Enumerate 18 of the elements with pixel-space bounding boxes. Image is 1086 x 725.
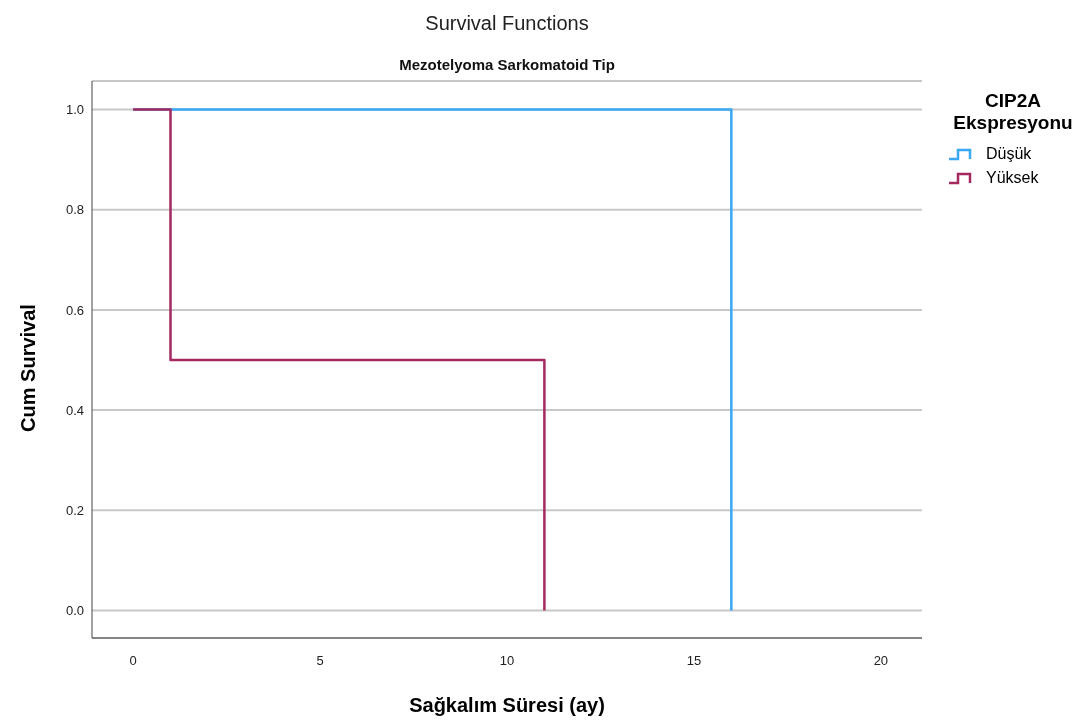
chart-title: Survival Functions: [424, 12, 590, 35]
chart-subtitle: Mezotelyoma Sarkomatoid Tip: [398, 56, 616, 73]
y-tick-label: 0.6: [65, 302, 84, 318]
legend-label: Yüksek: [986, 169, 1039, 187]
x-tick-label: 0: [129, 653, 137, 669]
y-tick-label: 0.2: [65, 502, 84, 518]
y-tick-label: 0.4: [65, 402, 84, 418]
y-tick-label: 0.0: [65, 603, 84, 619]
y-tick-label: 0.8: [65, 202, 84, 218]
x-tick-label: 20: [873, 653, 889, 669]
legend-title: CIP2A Ekspresyonu: [952, 90, 1074, 134]
legend-label: Düşük: [986, 145, 1032, 163]
y-tick-label: 1.0: [65, 102, 84, 118]
y-axis-title: Cum Survival: [16, 304, 40, 432]
x-axis-title: Sağkalım Süresi (ay): [408, 694, 606, 717]
x-tick-label: 5: [316, 653, 324, 669]
x-tick-label: 15: [686, 653, 702, 669]
x-tick-label: 10: [499, 653, 515, 669]
